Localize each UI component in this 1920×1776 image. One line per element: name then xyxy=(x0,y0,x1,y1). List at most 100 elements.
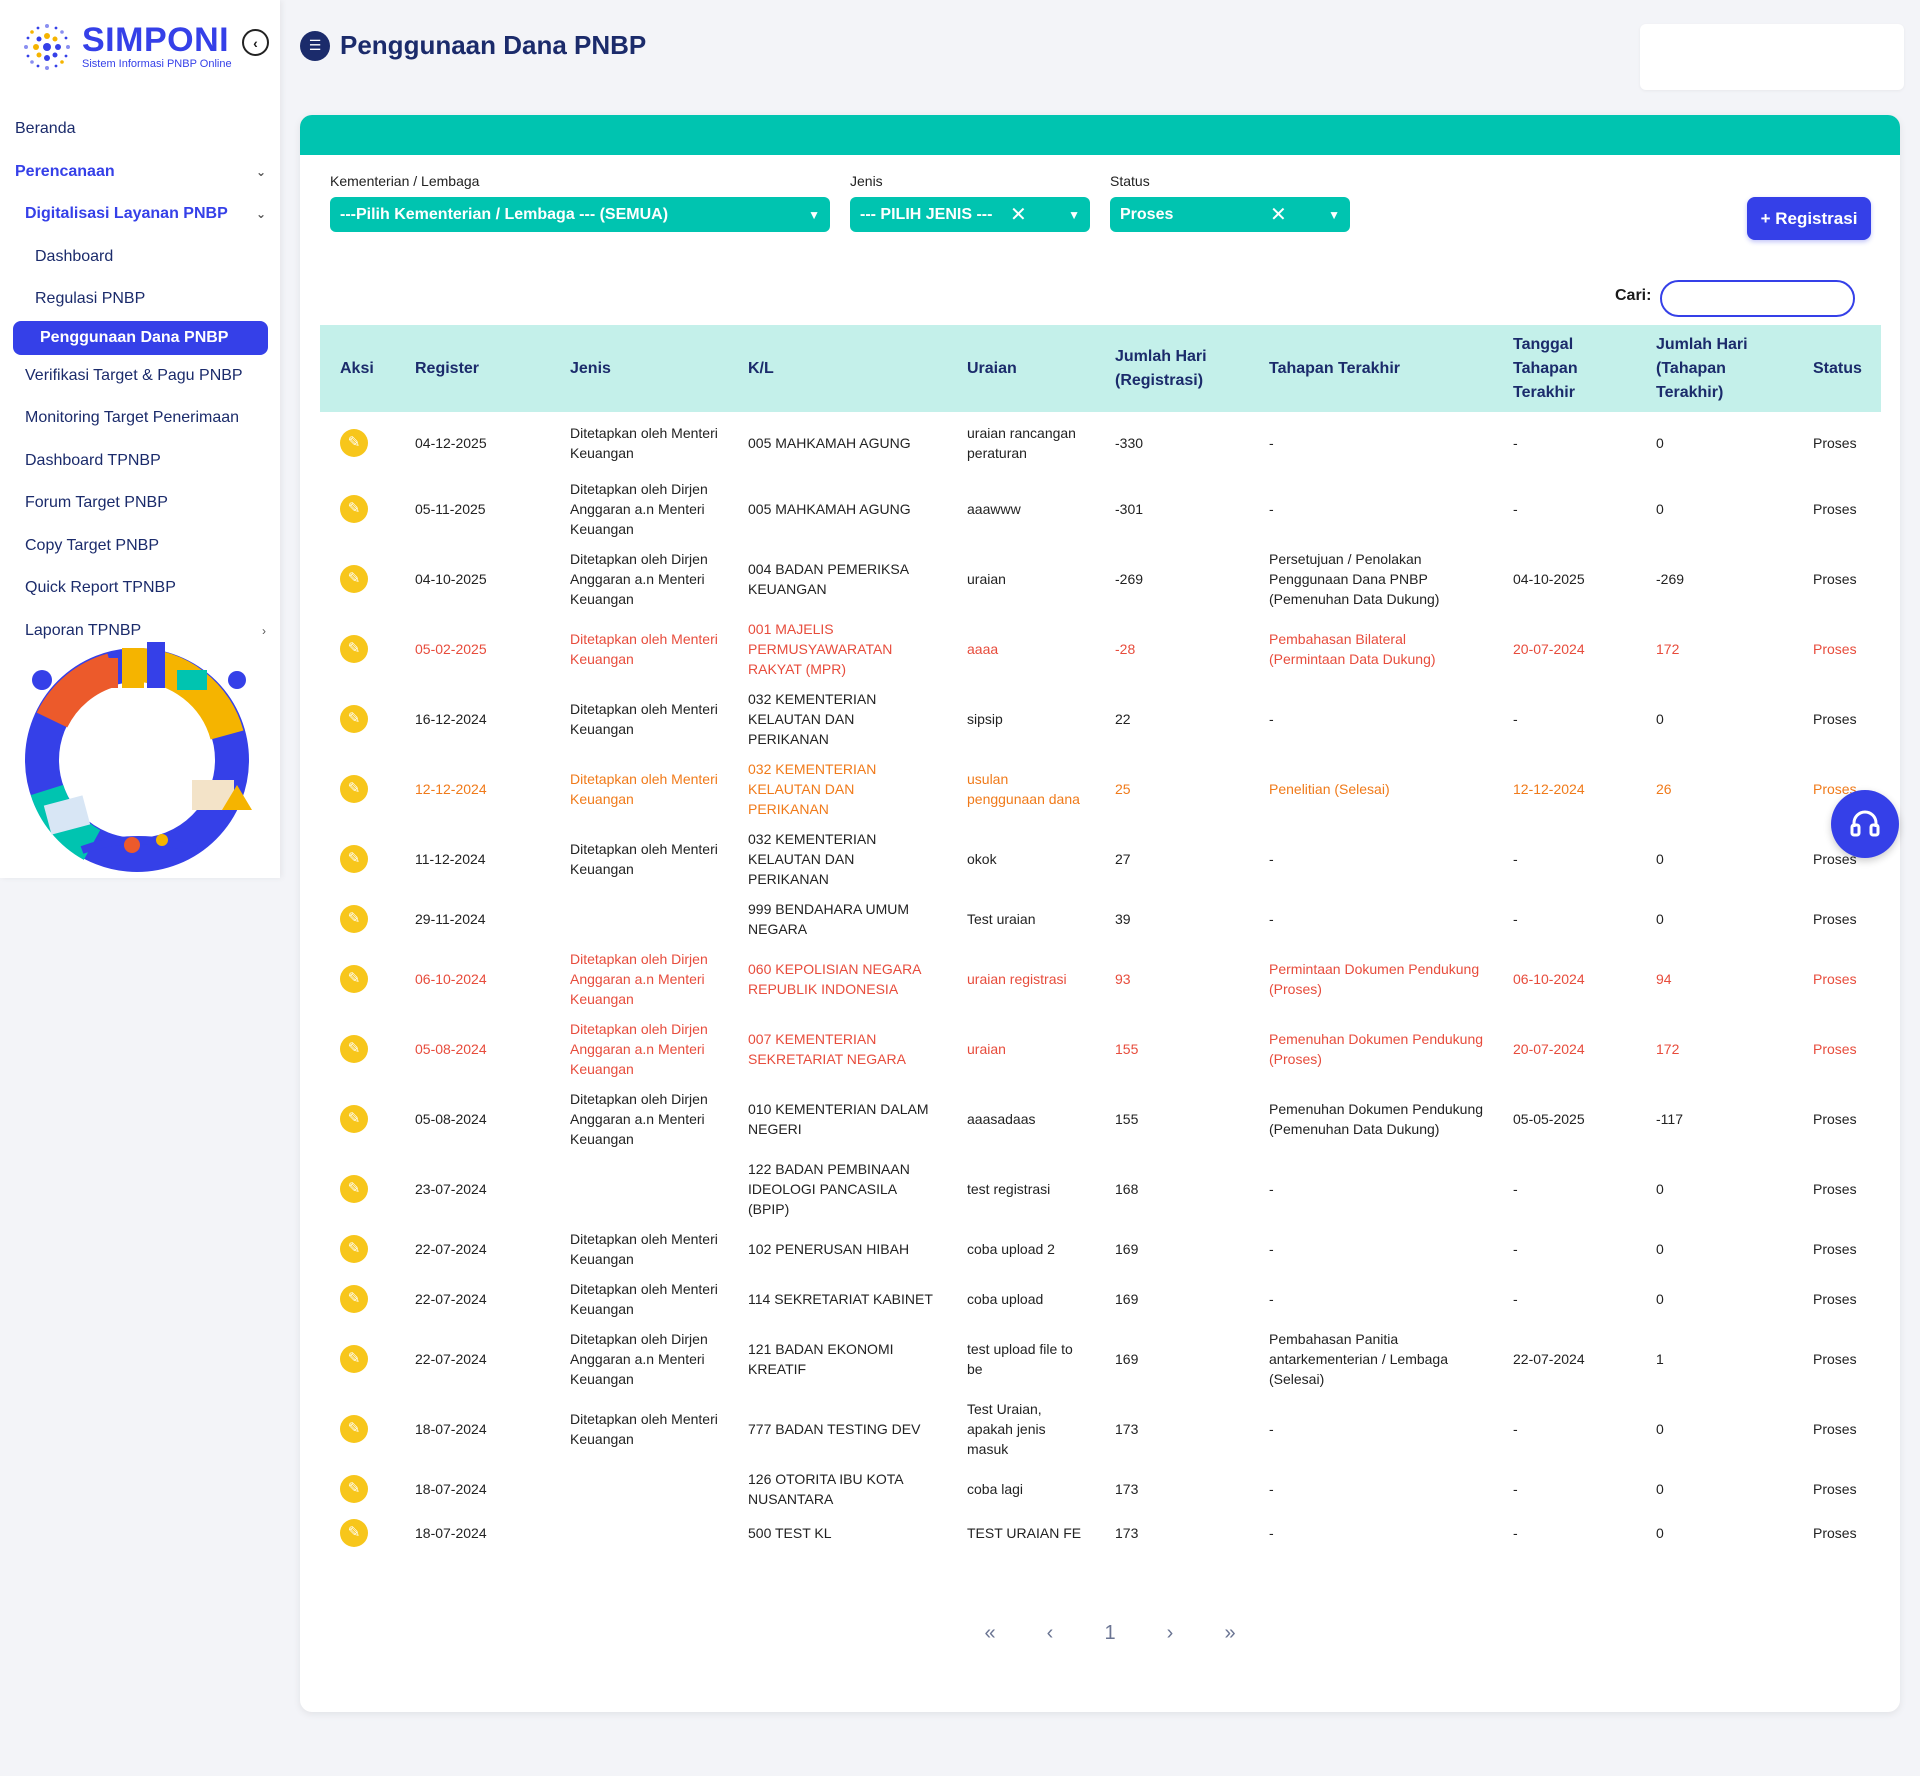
pencil-icon[interactable]: ✎ xyxy=(340,429,368,457)
column-header[interactable]: Uraian xyxy=(947,325,1095,412)
pencil-icon[interactable]: ✎ xyxy=(340,1345,368,1373)
tahapan-cell: - xyxy=(1269,851,1274,867)
pencil-icon[interactable]: ✎ xyxy=(340,635,368,663)
column-header[interactable]: Jenis xyxy=(550,325,728,412)
table-row: ✎ 05-02-2025 Ditetapkan oleh Menteri Keuan… xyxy=(320,614,1881,684)
register-cell: 05-08-2024 xyxy=(415,1041,487,1057)
header-user-area xyxy=(1640,24,1904,90)
sidebar-item-quick-report[interactable]: Quick Report TPNBP xyxy=(0,567,280,610)
prev-page-button[interactable]: ‹ xyxy=(1046,1622,1054,1644)
table-row: ✎ 06-10-2024 Ditetapkan oleh Dirjen Anggar… xyxy=(320,944,1881,1014)
jenis-cell: Ditetapkan oleh Menteri Keuangan xyxy=(570,841,718,877)
status-cell: Proses xyxy=(1813,711,1857,727)
aksi-cell: ✎ xyxy=(320,544,395,614)
pencil-icon[interactable]: ✎ xyxy=(340,1035,368,1063)
kl-cell: 032 KEMENTERIAN KELAUTAN DAN PERIKANAN xyxy=(748,761,877,817)
hari-tahapan-cell: 0 xyxy=(1656,711,1664,727)
list-icon: ☰ xyxy=(300,30,330,61)
pencil-icon[interactable]: ✎ xyxy=(340,1175,368,1203)
chevron-right-icon: › xyxy=(262,623,266,638)
pencil-icon[interactable]: ✎ xyxy=(340,495,368,523)
aksi-cell: ✎ xyxy=(320,1154,395,1224)
clear-icon[interactable]: ✕ xyxy=(1270,204,1287,226)
uraian-cell: coba lagi xyxy=(967,1481,1024,1497)
aksi-cell: ✎ xyxy=(320,754,395,824)
sidebar-item-copy-target[interactable]: Copy Target PNBP xyxy=(0,525,280,568)
pencil-icon[interactable]: ✎ xyxy=(340,705,368,733)
pencil-icon[interactable]: ✎ xyxy=(340,1519,368,1547)
sidebar-item-dashboard-tpnbp[interactable]: Dashboard TPNBP xyxy=(0,440,280,483)
app-logo[interactable]: SIMPONI Sistem Informasi PNBP Online xyxy=(18,18,232,76)
next-page-button[interactable]: › xyxy=(1166,1622,1174,1644)
column-header[interactable]: Tanggal Tahapan Terakhir xyxy=(1493,325,1636,412)
sidebar-item-regulasi[interactable]: Regulasi PNBP xyxy=(0,278,280,321)
uraian-cell: Test uraian xyxy=(967,911,1036,927)
jenis-cell xyxy=(550,1514,728,1552)
headset-icon[interactable] xyxy=(1831,790,1899,858)
sidebar-item-verifikasi[interactable]: Verifikasi Target & Pagu PNBP xyxy=(0,355,280,398)
tahapan-cell: Pemenuhan Dokumen Pendukung (Proses) xyxy=(1269,1031,1484,1067)
hari-tahapan-cell: 0 xyxy=(1656,1481,1664,1497)
hari-registrasi-cell: 39 xyxy=(1115,911,1131,927)
sidebar-item-penggunaan-dana[interactable]: Penggunaan Dana PNBP xyxy=(13,320,268,355)
status-cell: Proses xyxy=(1813,1291,1857,1307)
sidebar-item-label: Forum Target PNBP xyxy=(25,494,168,512)
tanggal-tahapan-cell: - xyxy=(1513,851,1518,867)
column-header[interactable]: K/L xyxy=(728,325,947,412)
sidebar-item-laporan[interactable]: Laporan TPNBP › xyxy=(0,610,280,653)
tanggal-tahapan-cell: 04-10-2025 xyxy=(1513,571,1585,587)
sidebar-item-forum[interactable]: Forum Target PNBP xyxy=(0,482,280,525)
sidebar-item-beranda[interactable]: Beranda xyxy=(0,108,280,151)
jenis-select[interactable]: --- PILIH JENIS --- ✕ ▼ xyxy=(850,197,1090,232)
sidebar-item-dashboard[interactable]: Dashboard xyxy=(0,236,280,279)
status-select[interactable]: Proses ✕ ▼ xyxy=(1110,197,1350,232)
pencil-icon[interactable]: ✎ xyxy=(340,845,368,873)
card-header-bar xyxy=(300,115,1900,155)
chevron-left-icon[interactable]: ‹ xyxy=(242,29,269,56)
status-cell: Proses xyxy=(1813,781,1857,797)
sidebar-item-label: Copy Target PNBP xyxy=(25,536,159,554)
pencil-icon[interactable]: ✎ xyxy=(340,1105,368,1133)
tahapan-cell: Penelitian (Selesai) xyxy=(1269,781,1390,797)
uraian-cell: uraian xyxy=(967,1041,1006,1057)
tahapan-cell: - xyxy=(1269,435,1274,451)
sidebar-item-perencanaan[interactable]: Perencanaan ⌄ xyxy=(0,151,280,194)
status-cell: Proses xyxy=(1813,641,1857,657)
tahapan-cell: Persetujuan / Penolakan Penggunaan Dana … xyxy=(1269,551,1440,607)
page-header: ☰ Penggunaan Dana PNBP xyxy=(300,30,646,61)
uraian-cell: usulan penggunaan dana xyxy=(967,771,1080,807)
column-header[interactable]: Aksi xyxy=(320,325,395,412)
column-header[interactable]: Jumlah Hari (Registrasi) xyxy=(1095,325,1249,412)
hari-registrasi-cell: 25 xyxy=(1115,781,1131,797)
status-cell: Proses xyxy=(1813,1241,1857,1257)
uraian-cell: uraian xyxy=(967,571,1006,587)
sidebar-item-monitoring[interactable]: Monitoring Target Penerimaan xyxy=(0,397,280,440)
pencil-icon[interactable]: ✎ xyxy=(340,1235,368,1263)
column-header[interactable]: Tahapan Terakhir xyxy=(1249,325,1493,412)
first-page-button[interactable]: « xyxy=(984,1622,996,1644)
last-page-button[interactable]: » xyxy=(1224,1622,1236,1644)
sidebar-item-label: Dashboard xyxy=(35,247,114,265)
status-cell: Proses xyxy=(1813,1181,1857,1197)
pencil-icon[interactable]: ✎ xyxy=(340,1475,368,1503)
register-cell: 06-10-2024 xyxy=(415,971,487,987)
pencil-icon[interactable]: ✎ xyxy=(340,1285,368,1313)
pencil-icon[interactable]: ✎ xyxy=(340,1415,368,1443)
table-row: ✎ 22-07-2024 Ditetapkan oleh Menteri Keuan… xyxy=(320,1274,1881,1324)
pencil-icon[interactable]: ✎ xyxy=(340,775,368,803)
registrasi-button[interactable]: + Registrasi xyxy=(1747,197,1871,240)
column-header[interactable]: Register xyxy=(395,325,550,412)
search-input[interactable] xyxy=(1660,280,1855,317)
filter-jenis: Jenis --- PILIH JENIS --- ✕ ▼ xyxy=(850,173,1090,232)
clear-icon[interactable]: ✕ xyxy=(1010,204,1027,226)
pencil-icon[interactable]: ✎ xyxy=(340,965,368,993)
sidebar-item-digitalisasi[interactable]: Digitalisasi Layanan PNBP ⌄ xyxy=(0,193,280,236)
kl-select[interactable]: ---Pilih Kementerian / Lembaga --- (SEMU… xyxy=(330,197,830,232)
current-page[interactable]: 1 xyxy=(1104,1622,1116,1644)
column-header[interactable]: Jumlah Hari (Tahapan Terakhir) xyxy=(1636,325,1793,412)
status-cell: Proses xyxy=(1813,1041,1857,1057)
table-row: ✎ 22-07-2024 Ditetapkan oleh Dirjen Anggar… xyxy=(320,1324,1881,1394)
pencil-icon[interactable]: ✎ xyxy=(340,905,368,933)
pencil-icon[interactable]: ✎ xyxy=(340,565,368,593)
column-header[interactable]: Status xyxy=(1793,325,1881,412)
